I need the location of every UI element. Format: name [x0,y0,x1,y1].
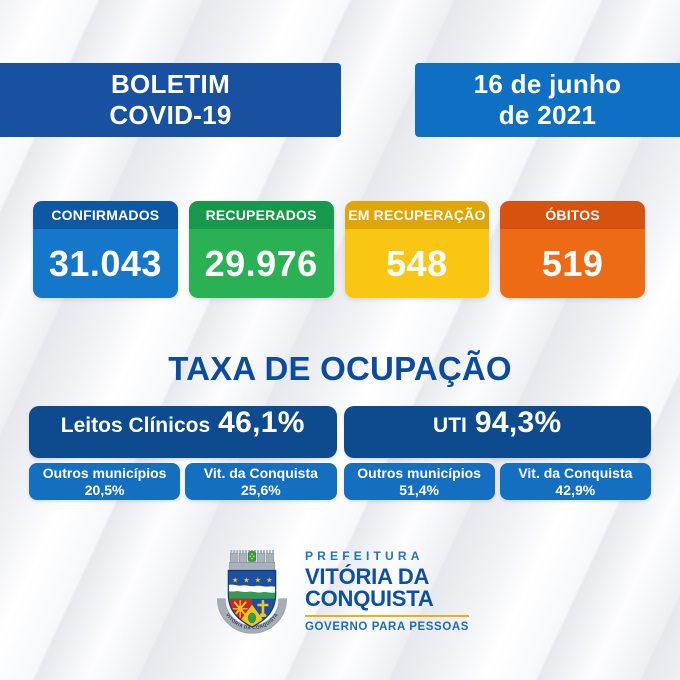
shield-star-icon: ★ [243,575,250,584]
occupancy-clinical-beds: Leitos Clínicos 46,1% Outros municípios … [29,406,337,500]
shield-star-icon: ★ [232,575,239,584]
bulletin-title-box: BOLETIM COVID-19 [0,63,341,137]
breakdown-other-municipalities: Outros municípios 20,5% [29,463,181,500]
breakdown-vitoria-da-conquista: Vit. da Conquista 42,9% [499,463,651,500]
clinical-beds-breakdown: Outros municípios 20,5% Vit. da Conquist… [29,463,337,500]
breakdown-value: 51,4% [399,481,439,498]
breakdown-label: Vit. da Conquista [203,464,318,481]
icu-label: UTI [433,414,467,437]
org-slogan: GOVERNO PARA PESSOAS [304,621,470,634]
icu-breakdown: Outros municípios 51,4% Vit. da Conquist… [343,463,651,500]
stat-card-value: 548 [344,229,490,298]
breakdown-label: Vit. da Conquista [518,464,633,481]
stat-card-label: EM RECUPERAÇÃO [344,201,490,229]
shield-star-icon: ★ [255,575,262,584]
footer-logo: VITÓRIA DA CONQUISTA [0,544,680,638]
stat-card-value: 519 [500,229,645,298]
stat-cards-row: CONFIRMADOS 31.043 RECUPERADOS 29.976 EM… [33,201,645,298]
stat-card-value: 31.043 [33,229,178,298]
bulletin-title-line1: BOLETIM [110,69,231,100]
stat-card-confirmed: CONFIRMADOS 31.043 [33,201,178,298]
org-prefeitura-label: PREFEITURA [304,548,424,563]
bulletin-date-line1: 16 de junho [473,69,622,100]
breakdown-value: 42,9% [555,481,596,498]
stat-card-label: ÓBITOS [500,201,645,229]
occupancy-section: Leitos Clínicos 46,1% Outros municípios … [29,406,651,500]
occupancy-title: TAXA DE OCUPAÇÃO [168,350,512,387]
bulletin-date-line2: de 2021 [498,100,597,130]
stat-card-value: 29.976 [188,229,334,298]
breakdown-other-municipalities: Outros municípios 51,4% [343,463,495,500]
breakdown-label: Outros municípios [357,464,481,481]
breakdown-value: 20,5% [84,481,125,498]
shield-star-icon: ★ [266,575,273,584]
shield-icon: ★ ★ ★ ★ [227,569,277,628]
crown-center-emblem [248,551,256,562]
coat-of-arms-icon: VITÓRIA DA CONQUISTA [217,550,287,634]
bulletin-date-box: 16 de junho de 2021 [415,63,680,137]
stat-card-label: CONFIRMADOS [33,201,178,229]
icu-total-box: UTI 94,3% [343,406,651,458]
clinical-beds-total-box: Leitos Clínicos 46,1% [29,406,337,458]
breakdown-vitoria-da-conquista: Vit. da Conquista 25,6% [185,463,337,500]
org-name-line2: CONQUISTA [304,586,434,611]
mural-crown-icon [228,550,275,571]
stat-card-recovering: EM RECUPERAÇÃO 548 [344,201,490,298]
stat-card-label: RECUPERADOS [188,201,334,229]
bulletin-title-line2: COVID-19 [109,100,232,130]
clinical-beds-label: Leitos Clínicos [60,414,211,437]
org-name-block: PREFEITURA VITÓRIA DA CONQUISTA GOVERNO … [304,548,470,634]
stat-card-recovered: RECUPERADOS 29.976 [188,201,334,298]
blue-field-cross [257,600,269,617]
breakdown-value: 25,6% [241,481,281,498]
org-name-line1: VITÓRIA DA [304,563,430,589]
gold-divider [304,615,470,618]
icu-value: 94,3% [474,406,562,439]
clinical-beds-value: 46,1% [218,406,305,439]
occupancy-icu: UTI 94,3% Outros municípios 51,4% Vit. d… [343,406,651,500]
red-field-ornament [232,599,248,618]
stat-card-deaths: ÓBITOS 519 [500,201,645,298]
breakdown-label: Outros municípios [42,464,167,481]
